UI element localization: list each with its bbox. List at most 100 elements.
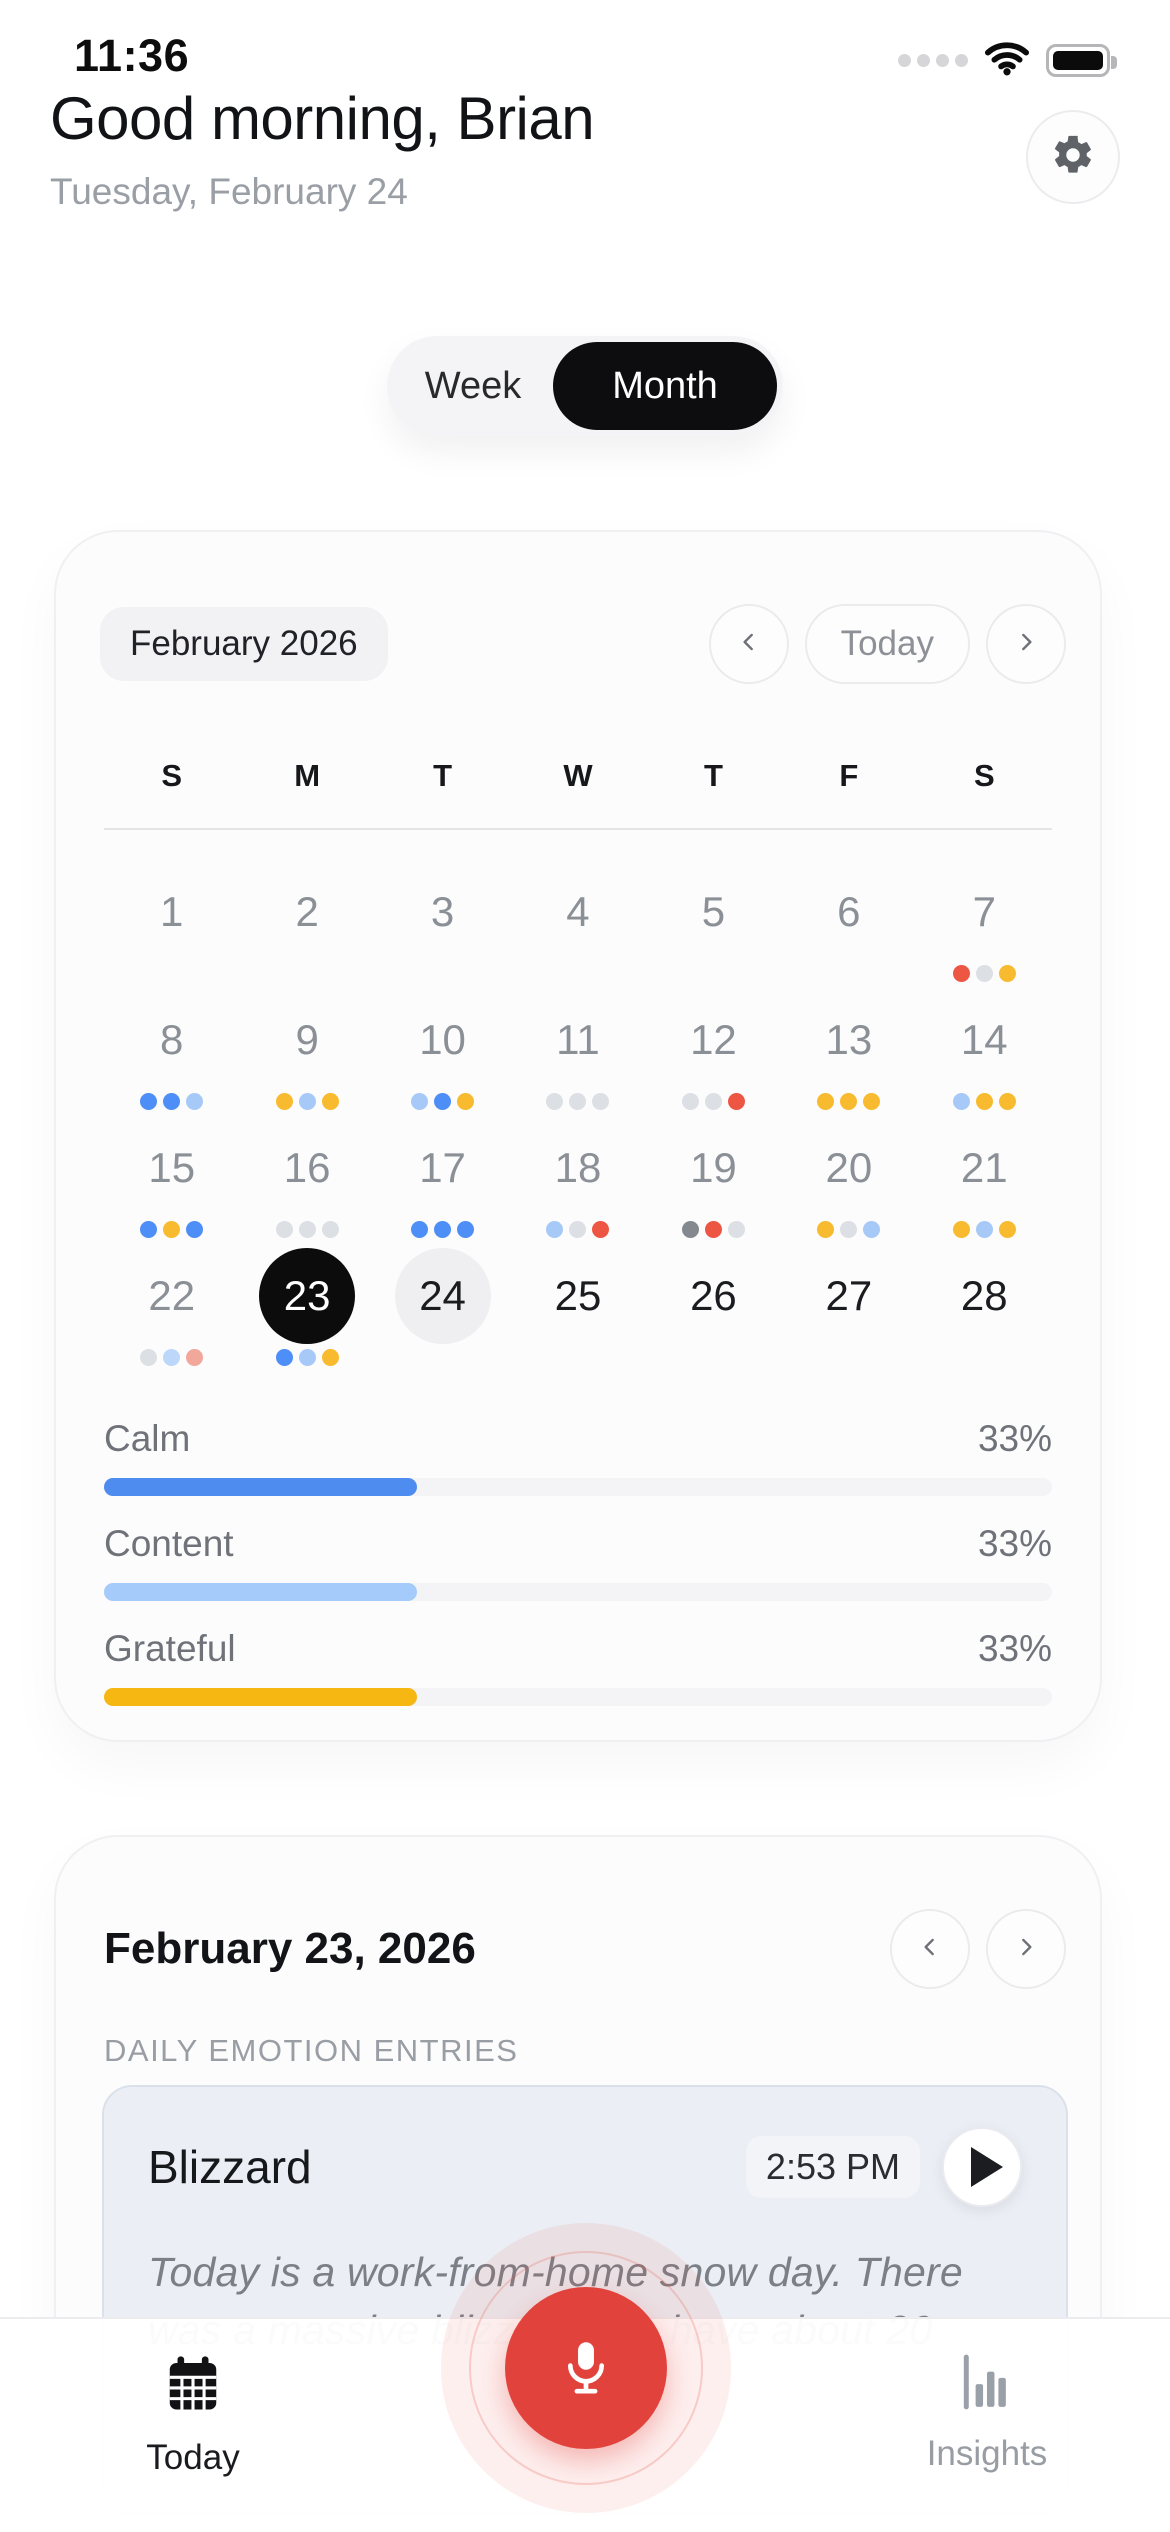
month-label: February 2026 — [100, 607, 388, 681]
microphone-icon — [553, 2334, 619, 2403]
day-number: 13 — [825, 1016, 873, 1063]
play-icon — [970, 2147, 1003, 2187]
day-number: 3 — [430, 888, 455, 935]
entries-date: February 23, 2026 — [104, 1924, 476, 1973]
day-number: 26 — [690, 1272, 737, 1319]
mood-dots — [275, 1218, 339, 1240]
calendar-day-10[interactable]: 10 — [375, 992, 510, 1120]
calendar-day-9[interactable]: 9 — [239, 992, 374, 1120]
calendar-day-5[interactable]: 5 — [646, 864, 781, 992]
status-icons — [898, 40, 1117, 81]
calendar-day-1[interactable]: 1 — [104, 864, 239, 992]
day-number: 7 — [972, 888, 996, 935]
status-bar: 11:36 — [0, 24, 1170, 88]
calendar-day-14[interactable]: 14 — [917, 992, 1052, 1120]
emotion-row: Content 33% — [104, 1523, 1052, 1601]
calendar-day-3[interactable]: 3 — [375, 864, 510, 992]
emotion-bar-track — [104, 1688, 1052, 1706]
play-button[interactable] — [942, 2127, 1022, 2207]
emotion-percent: 33% — [977, 1523, 1052, 1564]
day-number: 22 — [148, 1272, 196, 1319]
calendar-day-8[interactable]: 8 — [104, 992, 239, 1120]
mood-dots — [140, 1090, 204, 1112]
toggle-month[interactable]: Month — [553, 342, 777, 430]
day-number: 21 — [960, 1144, 1008, 1191]
day-number: 10 — [419, 1016, 466, 1063]
weekday-header: S — [161, 758, 183, 793]
calendar-day-7[interactable]: 7 — [917, 864, 1052, 992]
weekday-header: T — [433, 758, 453, 793]
tab-today-label: Today — [146, 2438, 240, 2477]
mood-dots — [546, 1090, 610, 1112]
calendar-day-19[interactable]: 19 — [646, 1120, 781, 1248]
emotion-label: Calm — [104, 1418, 191, 1459]
emotion-bar-fill — [104, 1688, 417, 1706]
mood-dots — [140, 1346, 204, 1368]
day-number: 25 — [554, 1272, 602, 1319]
status-time: 11:36 — [74, 30, 190, 81]
emotion-bar-fill — [104, 1583, 417, 1601]
calendar-day-6[interactable]: 6 — [781, 864, 916, 992]
calendar-day-25[interactable]: 25 — [510, 1248, 645, 1376]
next-day-button[interactable] — [986, 1909, 1066, 1989]
wifi-icon — [984, 40, 1030, 81]
prev-day-button[interactable] — [890, 1909, 970, 1989]
mood-dots — [546, 1218, 610, 1240]
record-button[interactable] — [505, 2287, 667, 2449]
cellular-signal-icon — [898, 54, 968, 67]
calendar-day-24[interactable]: 24 — [375, 1248, 510, 1376]
day-number: 16 — [283, 1144, 331, 1191]
emotion-percent: 33% — [977, 1628, 1052, 1669]
calendar-day-20[interactable]: 20 — [781, 1120, 916, 1248]
next-month-button[interactable] — [986, 604, 1066, 684]
day-number: 11 — [556, 1016, 600, 1063]
calendar-day-23[interactable]: 23 — [239, 1248, 374, 1376]
tab-insights-label: Insights — [926, 2434, 1048, 2473]
calendar-day-26[interactable]: 26 — [646, 1248, 781, 1376]
day-number: 19 — [690, 1144, 737, 1191]
day-number: 28 — [960, 1272, 1008, 1319]
calendar-day-16[interactable]: 16 — [239, 1120, 374, 1248]
calendar-day-11[interactable]: 11 — [510, 992, 645, 1120]
calendar-day-27[interactable]: 27 — [781, 1248, 916, 1376]
prev-month-button[interactable] — [708, 604, 789, 684]
chevron-left-icon — [736, 629, 762, 660]
day-number: 27 — [825, 1272, 873, 1319]
calendar-day-15[interactable]: 15 — [104, 1120, 239, 1248]
day-number: 12 — [690, 1016, 737, 1063]
section-label: DAILY EMOTION ENTRIES — [104, 2033, 519, 2068]
calendar-day-22[interactable]: 22 — [104, 1248, 239, 1376]
settings-button[interactable] — [1026, 110, 1120, 204]
today-button[interactable]: Today — [804, 604, 970, 684]
tab-insights[interactable]: Insights — [877, 2353, 1097, 2474]
toggle-week[interactable]: Week — [424, 364, 522, 407]
calendar-day-28[interactable]: 28 — [917, 1248, 1052, 1376]
mood-dots — [817, 1090, 881, 1112]
calendar-day-4[interactable]: 4 — [510, 864, 645, 992]
calendar-icon — [162, 2353, 224, 2424]
day-number: 5 — [701, 888, 726, 935]
weekday-header: F — [839, 758, 859, 793]
mood-dots — [952, 1218, 1016, 1240]
day-number: 2 — [295, 888, 319, 935]
day-number: 4 — [566, 888, 590, 935]
calendar-day-13[interactable]: 13 — [781, 992, 916, 1120]
tab-today[interactable]: Today — [83, 2353, 303, 2478]
view-toggle: Week Month — [387, 336, 783, 436]
calendar-day-2[interactable]: 2 — [239, 864, 374, 992]
entry-time: 2:53 PM — [745, 2136, 920, 2198]
chevron-right-icon — [1013, 629, 1039, 660]
mood-dots — [952, 1090, 1016, 1112]
calendar-day-18[interactable]: 18 — [510, 1120, 645, 1248]
mood-dots — [681, 1090, 745, 1112]
emotion-label: Grateful — [104, 1628, 236, 1669]
day-number: 8 — [160, 1016, 184, 1063]
day-number: 17 — [419, 1144, 466, 1191]
calendar-day-17[interactable]: 17 — [375, 1120, 510, 1248]
calendar-day-21[interactable]: 21 — [917, 1120, 1052, 1248]
header: Good morning, Brian Tuesday, February 24 — [50, 84, 1120, 213]
calendar-day-12[interactable]: 12 — [646, 992, 781, 1120]
